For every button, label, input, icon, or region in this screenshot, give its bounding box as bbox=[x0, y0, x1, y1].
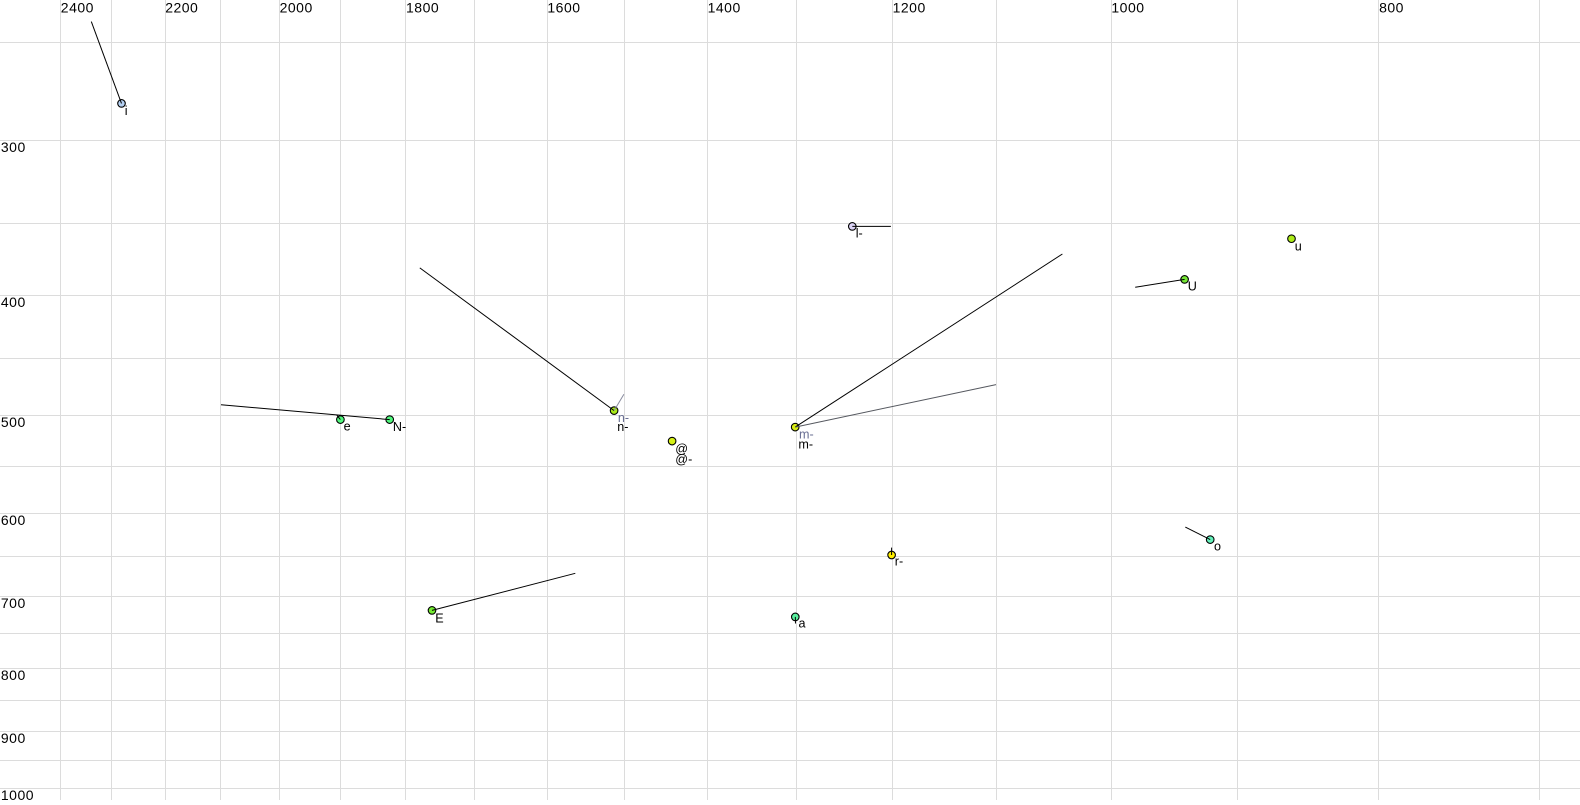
svg-text:E: E bbox=[435, 612, 443, 626]
svg-text:1400: 1400 bbox=[708, 0, 741, 15]
svg-text:@-: @- bbox=[675, 453, 692, 467]
svg-text:300: 300 bbox=[1, 139, 26, 155]
svg-text:n-: n- bbox=[617, 420, 628, 434]
svg-text:700: 700 bbox=[1, 595, 26, 611]
svg-text:i: i bbox=[125, 104, 128, 118]
svg-text:2000: 2000 bbox=[280, 0, 313, 15]
svg-text:800: 800 bbox=[1, 667, 26, 683]
svg-text:2400: 2400 bbox=[61, 0, 94, 15]
svg-text:400: 400 bbox=[1, 294, 26, 310]
svg-text:800: 800 bbox=[1379, 0, 1404, 15]
svg-text:a: a bbox=[799, 617, 806, 631]
svg-text:1000: 1000 bbox=[1111, 0, 1144, 15]
svg-text:l-: l- bbox=[856, 227, 863, 241]
svg-text:U: U bbox=[1188, 280, 1197, 294]
svg-text:N-: N- bbox=[393, 420, 406, 434]
svg-text:600: 600 bbox=[1, 512, 26, 528]
svg-text:o: o bbox=[1214, 540, 1221, 554]
svg-text:1800: 1800 bbox=[406, 0, 439, 15]
svg-text:2200: 2200 bbox=[165, 0, 198, 15]
svg-text:500: 500 bbox=[1, 414, 26, 430]
svg-text:1000: 1000 bbox=[1, 787, 34, 800]
svg-text:1600: 1600 bbox=[547, 0, 580, 15]
svg-text:900: 900 bbox=[1, 730, 26, 746]
svg-text:1200: 1200 bbox=[893, 0, 926, 15]
svg-text:e: e bbox=[344, 420, 351, 434]
svg-text:u: u bbox=[1295, 240, 1302, 254]
svg-text:r-: r- bbox=[895, 555, 903, 569]
svg-text:m-: m- bbox=[798, 438, 813, 452]
